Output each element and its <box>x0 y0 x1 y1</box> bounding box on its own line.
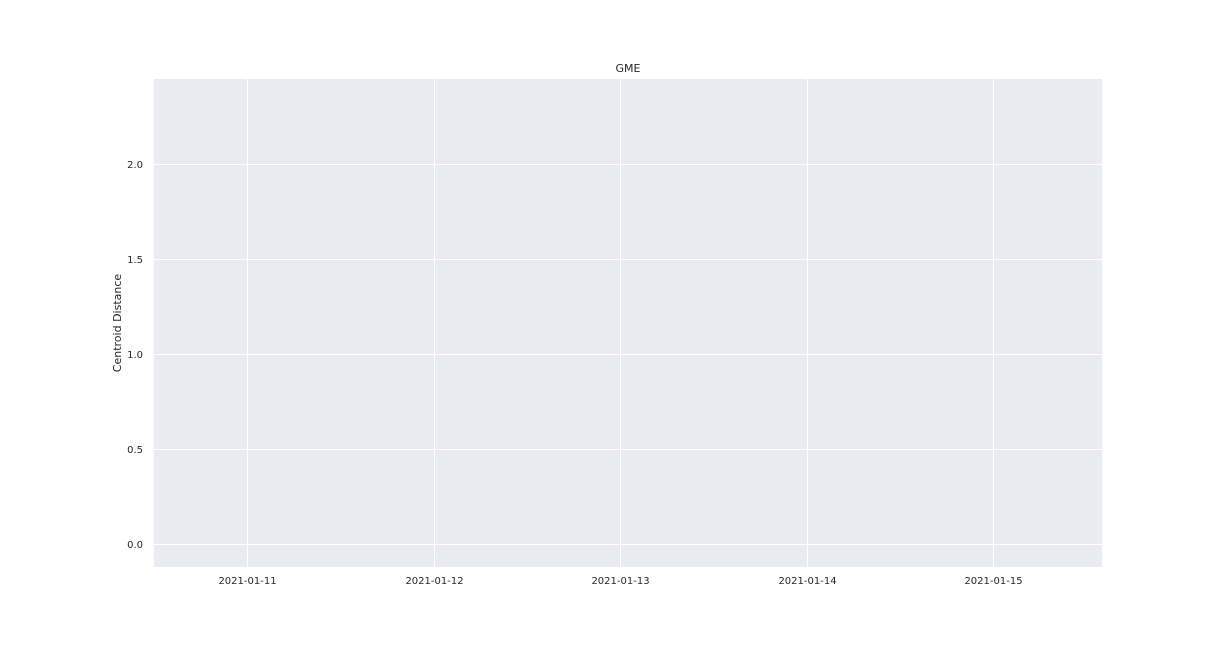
y-tick-label: 0.5 <box>127 445 143 456</box>
y-tick-label: 2.0 <box>127 160 143 171</box>
plot-area <box>154 79 1102 567</box>
y-tick-label: 0.0 <box>127 540 143 551</box>
x-tick-label: 2021-01-12 <box>405 576 463 587</box>
y-tick-label: 1.0 <box>127 350 143 361</box>
x-tick-label: 2021-01-13 <box>591 576 649 587</box>
grid-lines <box>154 79 1102 567</box>
y-axis-label: Centroid Distance <box>111 274 124 373</box>
x-tick-label: 2021-01-15 <box>964 576 1022 587</box>
y-tick-label: 1.5 <box>127 255 143 266</box>
chart-title: GME <box>616 62 641 75</box>
x-tick-label: 2021-01-11 <box>218 576 276 587</box>
tick-labels: 2021-01-11 2021-01-12 2021-01-13 2021-01-14… <box>127 160 1022 587</box>
x-tick-label: 2021-01-14 <box>778 576 836 587</box>
